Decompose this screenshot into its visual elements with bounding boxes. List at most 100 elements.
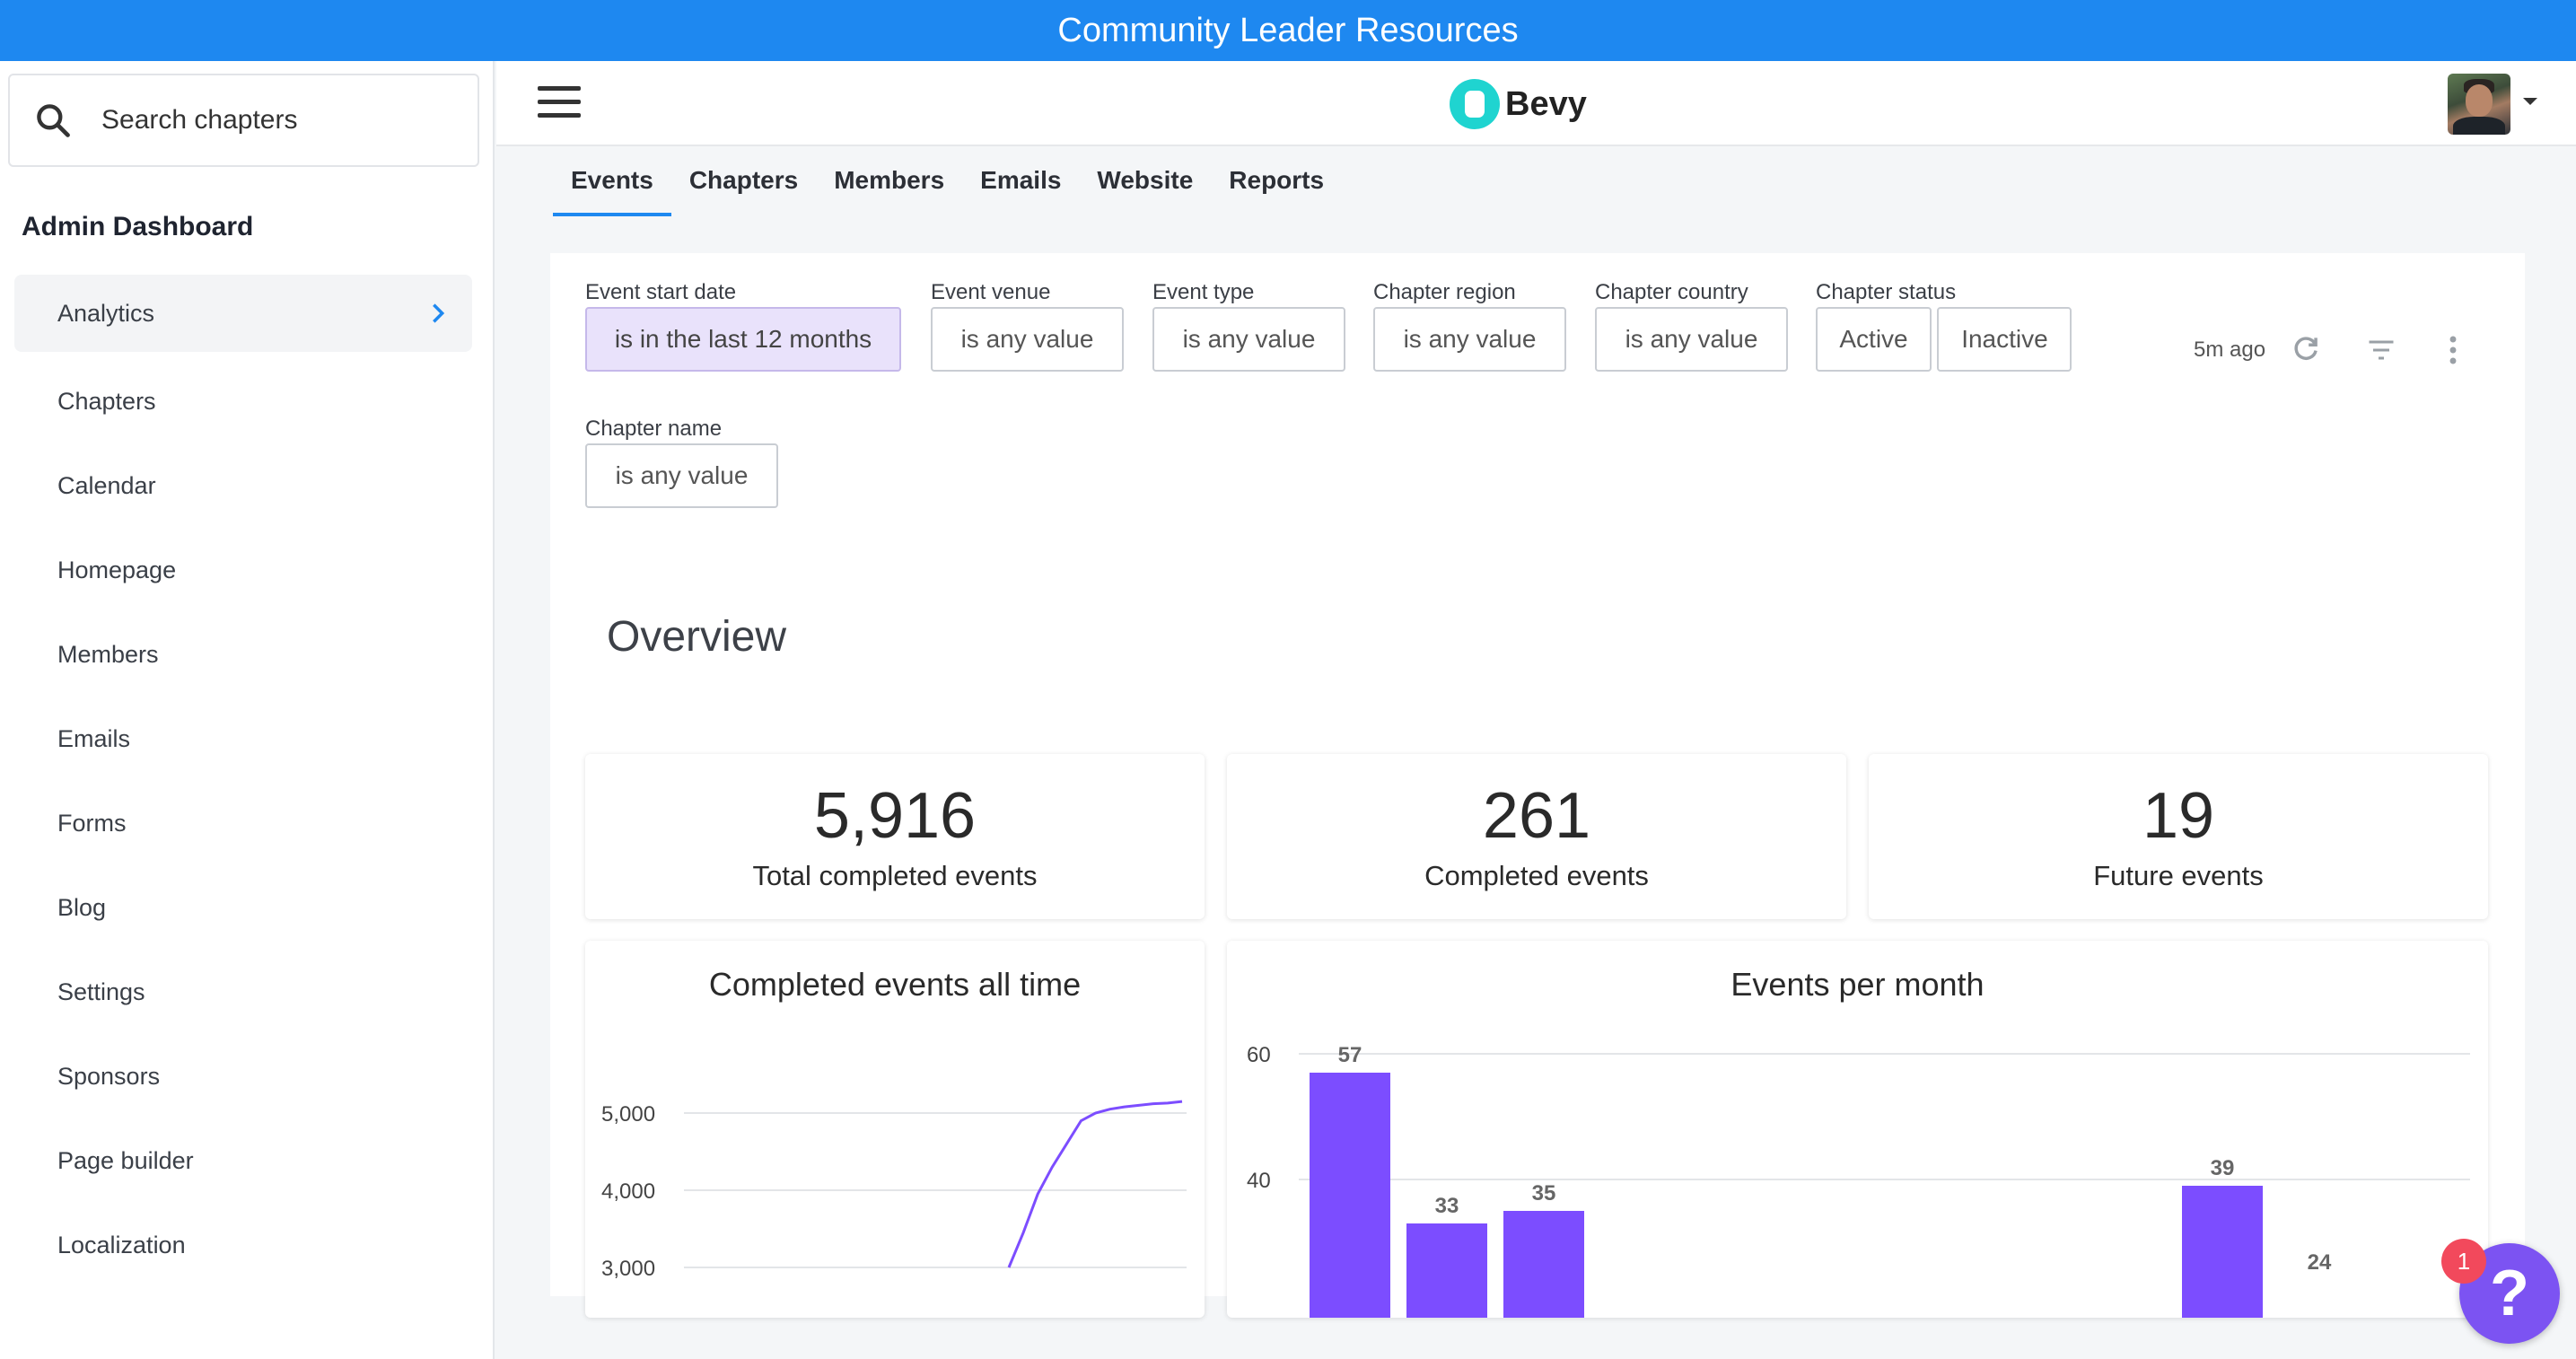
sidebar-item-label: Settings (57, 978, 145, 1005)
filter-value-button[interactable]: is any value (1152, 307, 1345, 372)
kpi-value: 19 (2142, 780, 2215, 852)
sidebar-item-settings[interactable]: Settings (14, 950, 472, 1034)
main-header: Bevy (496, 61, 2576, 146)
filter-label: Chapter name (585, 416, 723, 441)
kpi-future: 19 Future events (1869, 754, 2488, 919)
filter-event-start-date: Event start date is in the last 12 month… (585, 280, 901, 372)
sidebar-item-emails[interactable]: Emails (14, 697, 472, 781)
more-vertical-icon[interactable] (2448, 334, 2458, 366)
data-label: 24 (2308, 1250, 2332, 1275)
sidebar-item-label: Emails (57, 724, 131, 752)
kpi-total-completed: 5,916 Total completed events (585, 754, 1205, 919)
sidebar-item-chapters[interactable]: Chapters (14, 359, 472, 443)
kpi-value: 5,916 (813, 780, 977, 852)
menu-icon[interactable] (538, 86, 581, 118)
overview-title: Overview (607, 613, 787, 661)
filter-value-button[interactable]: is in the last 12 months (585, 307, 901, 372)
filter-event-venue: Event venue is any value (931, 280, 1124, 372)
data-label: 39 (2211, 1156, 2235, 1180)
sidebar-item-analytics[interactable]: Analytics (14, 275, 472, 352)
chart-title: Events per month (1730, 966, 1985, 1003)
chart-title: Completed events all time (708, 966, 1082, 1003)
filter-chapter-country: Chapter country is any value (1595, 280, 1788, 372)
sidebar-item-calendar[interactable]: Calendar (14, 443, 472, 528)
sidebar-item-blog[interactable]: Blog (14, 865, 472, 950)
bevy-logo[interactable]: Bevy (1450, 79, 1587, 129)
filter-label: Chapter country (1595, 280, 1748, 304)
status-active-button[interactable]: Active (1816, 307, 1932, 372)
sidebar-item-label: Page builder (57, 1146, 194, 1174)
sidebar-item-label: Blog (57, 893, 107, 921)
kpi-caption: Future events (2093, 860, 2264, 891)
bevy-logo-icon (1450, 79, 1500, 129)
search-icon (37, 104, 70, 137)
bar (2182, 1186, 2263, 1318)
sidebar-item-label: Forms (57, 809, 127, 837)
last-updated: 5m ago (2194, 338, 2266, 362)
refresh-icon[interactable] (2289, 332, 2323, 366)
dashboard-panel: Event start date is in the last 12 month… (550, 253, 2525, 1318)
filter-value-button[interactable]: is any value (585, 443, 778, 508)
bar-chart: 60 40 57 33 35 39 24 (1247, 1043, 2470, 1318)
sidebar-item-homepage[interactable]: Homepage (14, 528, 472, 612)
filter-chapter-region: Chapter region is any value (1373, 280, 1566, 372)
y-tick-label: 4,000 (601, 1179, 655, 1204)
status-inactive-button[interactable]: Inactive (1937, 307, 2072, 372)
bar (1503, 1211, 1584, 1318)
y-tick-label: 60 (1247, 1043, 1271, 1067)
sidebar-item-forms[interactable]: Forms (14, 781, 472, 865)
bar (1406, 1223, 1487, 1318)
y-tick-label: 40 (1247, 1169, 1271, 1193)
series-line (1007, 1100, 1183, 1268)
sidebar-item-label: Sponsors (57, 1062, 161, 1090)
kpi-completed: 261 Completed events (1227, 754, 1846, 919)
tab-website[interactable]: Website (1097, 166, 1194, 194)
filter-value-button[interactable]: is any value (931, 307, 1124, 372)
logo-text: Bevy (1505, 84, 1587, 123)
tab-events[interactable]: Events (553, 146, 671, 216)
sidebar-item-localization[interactable]: Localization (14, 1203, 472, 1287)
filter-value-button[interactable]: is any value (1373, 307, 1566, 372)
sidebar-item-page-builder[interactable]: Page builder (14, 1118, 472, 1203)
filter-event-type: Event type is any value (1152, 280, 1345, 372)
filter-label: Chapter region (1373, 280, 1516, 304)
line-chart: 5,000 4,000 3,000 (601, 1100, 1187, 1281)
sidebar-item-sponsors[interactable]: Sponsors (14, 1034, 472, 1118)
filter-chapter-name: Chapter name is any value (585, 416, 778, 508)
bar (1310, 1073, 1390, 1318)
sidebar: Admin Dashboard Analytics Chapters Calen… (0, 61, 495, 1359)
filter-label: Event start date (585, 280, 737, 304)
sidebar-item-label: Chapters (57, 387, 156, 415)
data-label: 33 (1435, 1194, 1459, 1218)
app-title: Community Leader Resources (1057, 11, 1519, 49)
sidebar-item-label: Homepage (57, 556, 177, 583)
caret-down-icon[interactable] (2523, 98, 2537, 105)
y-tick-label: 3,000 (601, 1257, 655, 1281)
search-box[interactable] (8, 74, 479, 167)
kpi-caption: Total completed events (752, 860, 1038, 891)
kpi-value: 261 (1482, 780, 1591, 852)
help-icon: ? (2490, 1258, 2529, 1329)
kpi-caption: Completed events (1424, 860, 1649, 891)
filter-value-button[interactable]: is any value (1595, 307, 1788, 372)
tab-chapters[interactable]: Chapters (688, 166, 799, 194)
filter-label: Chapter status (1816, 280, 1957, 304)
filter-label: Event type (1152, 280, 1255, 304)
admin-dashboard-title: Admin Dashboard (22, 212, 254, 241)
filter-icon[interactable] (2363, 334, 2399, 366)
tab-reports[interactable]: Reports (1229, 166, 1325, 194)
bar-chart-card: Events per month 60 40 57 33 35 39 24 (1227, 941, 2488, 1318)
tab-members[interactable]: Members (834, 166, 945, 194)
data-label: 57 (1338, 1043, 1362, 1067)
search-input[interactable] (101, 105, 442, 136)
section-tabs: Events Chapters Members Emails Website R… (553, 146, 1342, 216)
sidebar-item-members[interactable]: Members (14, 612, 472, 697)
chevron-right-icon (433, 303, 445, 323)
sidebar-item-label: Analytics (57, 299, 155, 327)
filter-label: Event venue (931, 280, 1051, 304)
data-label: 35 (1532, 1181, 1556, 1206)
sidebar-nav: Analytics Chapters Calendar Homepage Mem… (14, 275, 472, 1287)
filter-chapter-status: Chapter status Active Inactive (1816, 280, 2072, 372)
avatar[interactable] (2448, 74, 2510, 135)
tab-emails[interactable]: Emails (980, 166, 1062, 194)
